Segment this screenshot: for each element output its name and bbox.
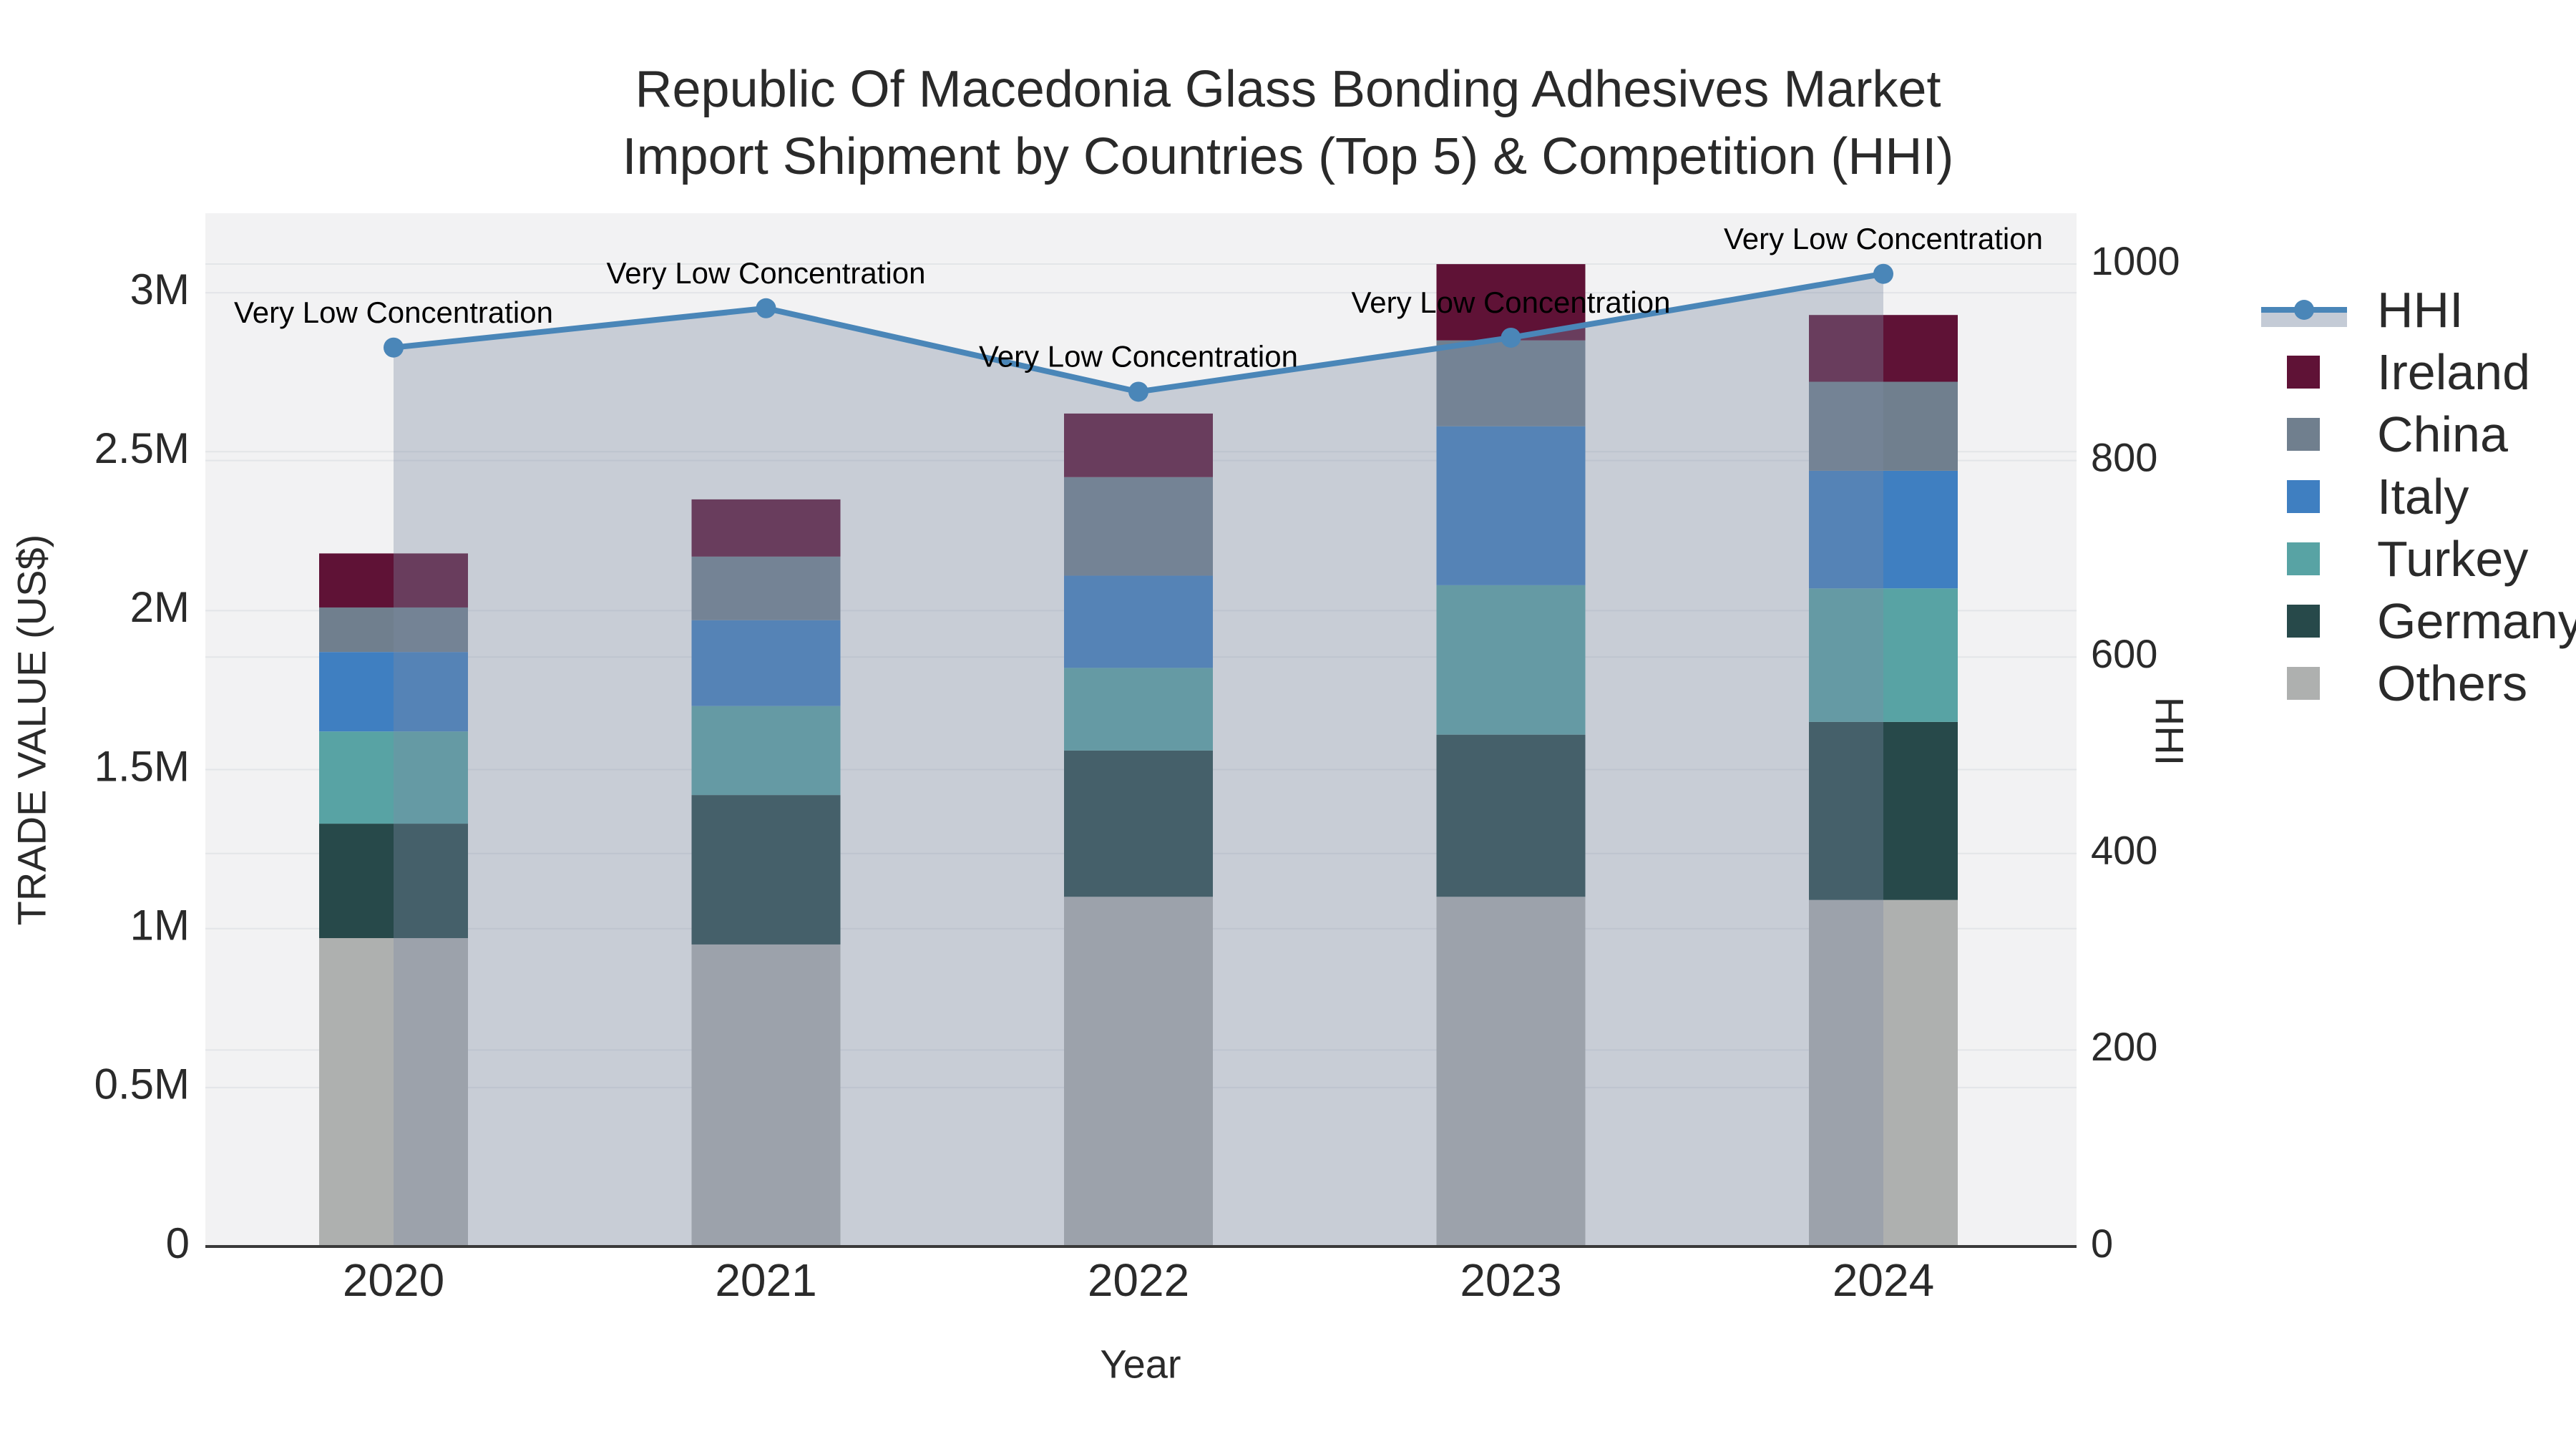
hhi-marker-2024 xyxy=(1873,263,1893,284)
bar-segment-2021-turkey xyxy=(691,706,841,796)
x-tick-2020: 2020 xyxy=(343,1254,444,1306)
bar-segment-2022-china xyxy=(1064,477,1213,576)
bar-segment-2024-turkey xyxy=(1809,588,1958,722)
hhi-marker-2021 xyxy=(756,298,776,318)
ireland-swatch-icon xyxy=(2287,355,2320,389)
y-left-tick-1M: 1M xyxy=(130,902,190,950)
bar-segment-2024-germany xyxy=(1809,721,1958,900)
legend-item-ireland[interactable]: Ireland xyxy=(2261,341,2576,403)
bar-segment-2023-italy xyxy=(1436,426,1586,585)
legend-label: Others xyxy=(2377,655,2528,711)
legend-item-china[interactable]: China xyxy=(2261,403,2576,465)
chart-title-line1: Republic Of Macedonia Glass Bonding Adhe… xyxy=(635,61,1941,118)
hhi-marker-2023 xyxy=(1501,327,1521,348)
legend-item-others[interactable]: Others xyxy=(2261,652,2576,714)
bar-segment-2022-italy xyxy=(1064,575,1213,668)
y-right-tick-600: 600 xyxy=(2091,631,2157,676)
legend-item-hhi[interactable]: HHI xyxy=(2261,278,2576,341)
hhi-line-sample-icon xyxy=(2261,290,2348,330)
turkey-swatch-icon xyxy=(2287,542,2320,575)
x-tick-2024: 2024 xyxy=(1833,1254,1934,1306)
bar-segment-2023-germany xyxy=(1436,734,1586,897)
annotation-2022: Very Low Concentration xyxy=(979,340,1298,374)
y-left-tick-0.5M: 0.5M xyxy=(94,1060,190,1108)
bar-segment-2024-ireland xyxy=(1809,315,1958,382)
hhi-area-fill xyxy=(394,273,1883,1247)
legend-label: Germany xyxy=(2377,592,2576,649)
legend-label: China xyxy=(2377,406,2508,462)
bar-segment-2022-turkey xyxy=(1064,668,1213,751)
legend-item-italy[interactable]: Italy xyxy=(2261,465,2576,527)
hhi-marker-2020 xyxy=(384,337,404,358)
annotation-2023: Very Low Concentration xyxy=(1352,286,1671,319)
y-left-axis-title: TRADE VALUE (US$) xyxy=(9,534,54,926)
legend-label: Italy xyxy=(2377,468,2469,525)
y-right-tick-0: 0 xyxy=(2091,1221,2113,1266)
legend-label: Ireland xyxy=(2377,343,2531,400)
annotation-2024: Very Low Concentration xyxy=(1724,222,2043,255)
bar-segment-2020-turkey xyxy=(319,731,468,824)
bar-segment-2022-others xyxy=(1064,897,1213,1246)
china-swatch-icon xyxy=(2287,417,2320,451)
bar-segment-2020-germany xyxy=(319,824,468,939)
hhi-marker-2022 xyxy=(1128,381,1148,402)
x-tick-2021: 2021 xyxy=(715,1254,816,1306)
legend: HHI Ireland China Italy Turkey Germany O… xyxy=(2261,278,2576,714)
hhi-line-sample-svg xyxy=(2261,299,2347,327)
legend-label: HHI xyxy=(2377,281,2464,338)
bar-segment-2023-china xyxy=(1436,340,1586,426)
bar-segment-2023-others xyxy=(1436,897,1586,1246)
legend-item-turkey[interactable]: Turkey xyxy=(2261,527,2576,590)
y-left-tick-1.5M: 1.5M xyxy=(94,742,190,790)
bar-segment-2024-italy xyxy=(1809,470,1958,589)
x-tick-2023: 2023 xyxy=(1460,1254,1561,1306)
bar-segment-2022-ireland xyxy=(1064,413,1213,477)
bar-segment-2020-others xyxy=(319,938,468,1246)
x-tick-2022: 2022 xyxy=(1088,1254,1189,1306)
y-left-tick-2M: 2M xyxy=(130,583,190,631)
chart-title-line2: Import Shipment by Countries (Top 5) & C… xyxy=(622,128,1954,185)
bar-segment-2024-china xyxy=(1809,381,1958,471)
bar-segment-2020-italy xyxy=(319,652,468,732)
bar-segment-2021-china xyxy=(691,556,841,620)
y-right-tick-800: 800 xyxy=(2091,434,2157,479)
y-right-tick-1000: 1000 xyxy=(2091,238,2180,283)
y-left-tick-2.5M: 2.5M xyxy=(94,424,190,472)
y-right-axis-title: HHI xyxy=(2147,696,2192,766)
italy-swatch-icon xyxy=(2287,479,2320,513)
y-left-tick-0: 0 xyxy=(166,1219,190,1267)
bar-segment-2021-germany xyxy=(691,795,841,945)
annotation-2021: Very Low Concentration xyxy=(607,256,926,290)
y-right-tick-400: 400 xyxy=(2091,828,2157,873)
others-swatch-icon xyxy=(2287,666,2320,700)
bar-segment-2021-ireland xyxy=(691,499,841,557)
bar-segment-2020-china xyxy=(319,607,468,653)
legend-item-germany[interactable]: Germany xyxy=(2261,590,2576,652)
bar-segment-2022-germany xyxy=(1064,750,1213,897)
germany-swatch-icon xyxy=(2287,604,2320,638)
bar-segment-2024-others xyxy=(1809,899,1958,1246)
bar-segment-2020-ireland xyxy=(319,553,468,608)
y-right-tick-200: 200 xyxy=(2091,1024,2157,1069)
legend-label: Turkey xyxy=(2377,530,2529,587)
bar-segment-2021-italy xyxy=(691,620,841,706)
annotation-2020: Very Low Concentration xyxy=(234,296,553,329)
bar-segment-2023-turkey xyxy=(1436,585,1586,735)
x-axis-title: Year xyxy=(1100,1341,1181,1387)
bar-segment-2021-others xyxy=(691,944,841,1246)
y-left-tick-3M: 3M xyxy=(130,265,190,313)
